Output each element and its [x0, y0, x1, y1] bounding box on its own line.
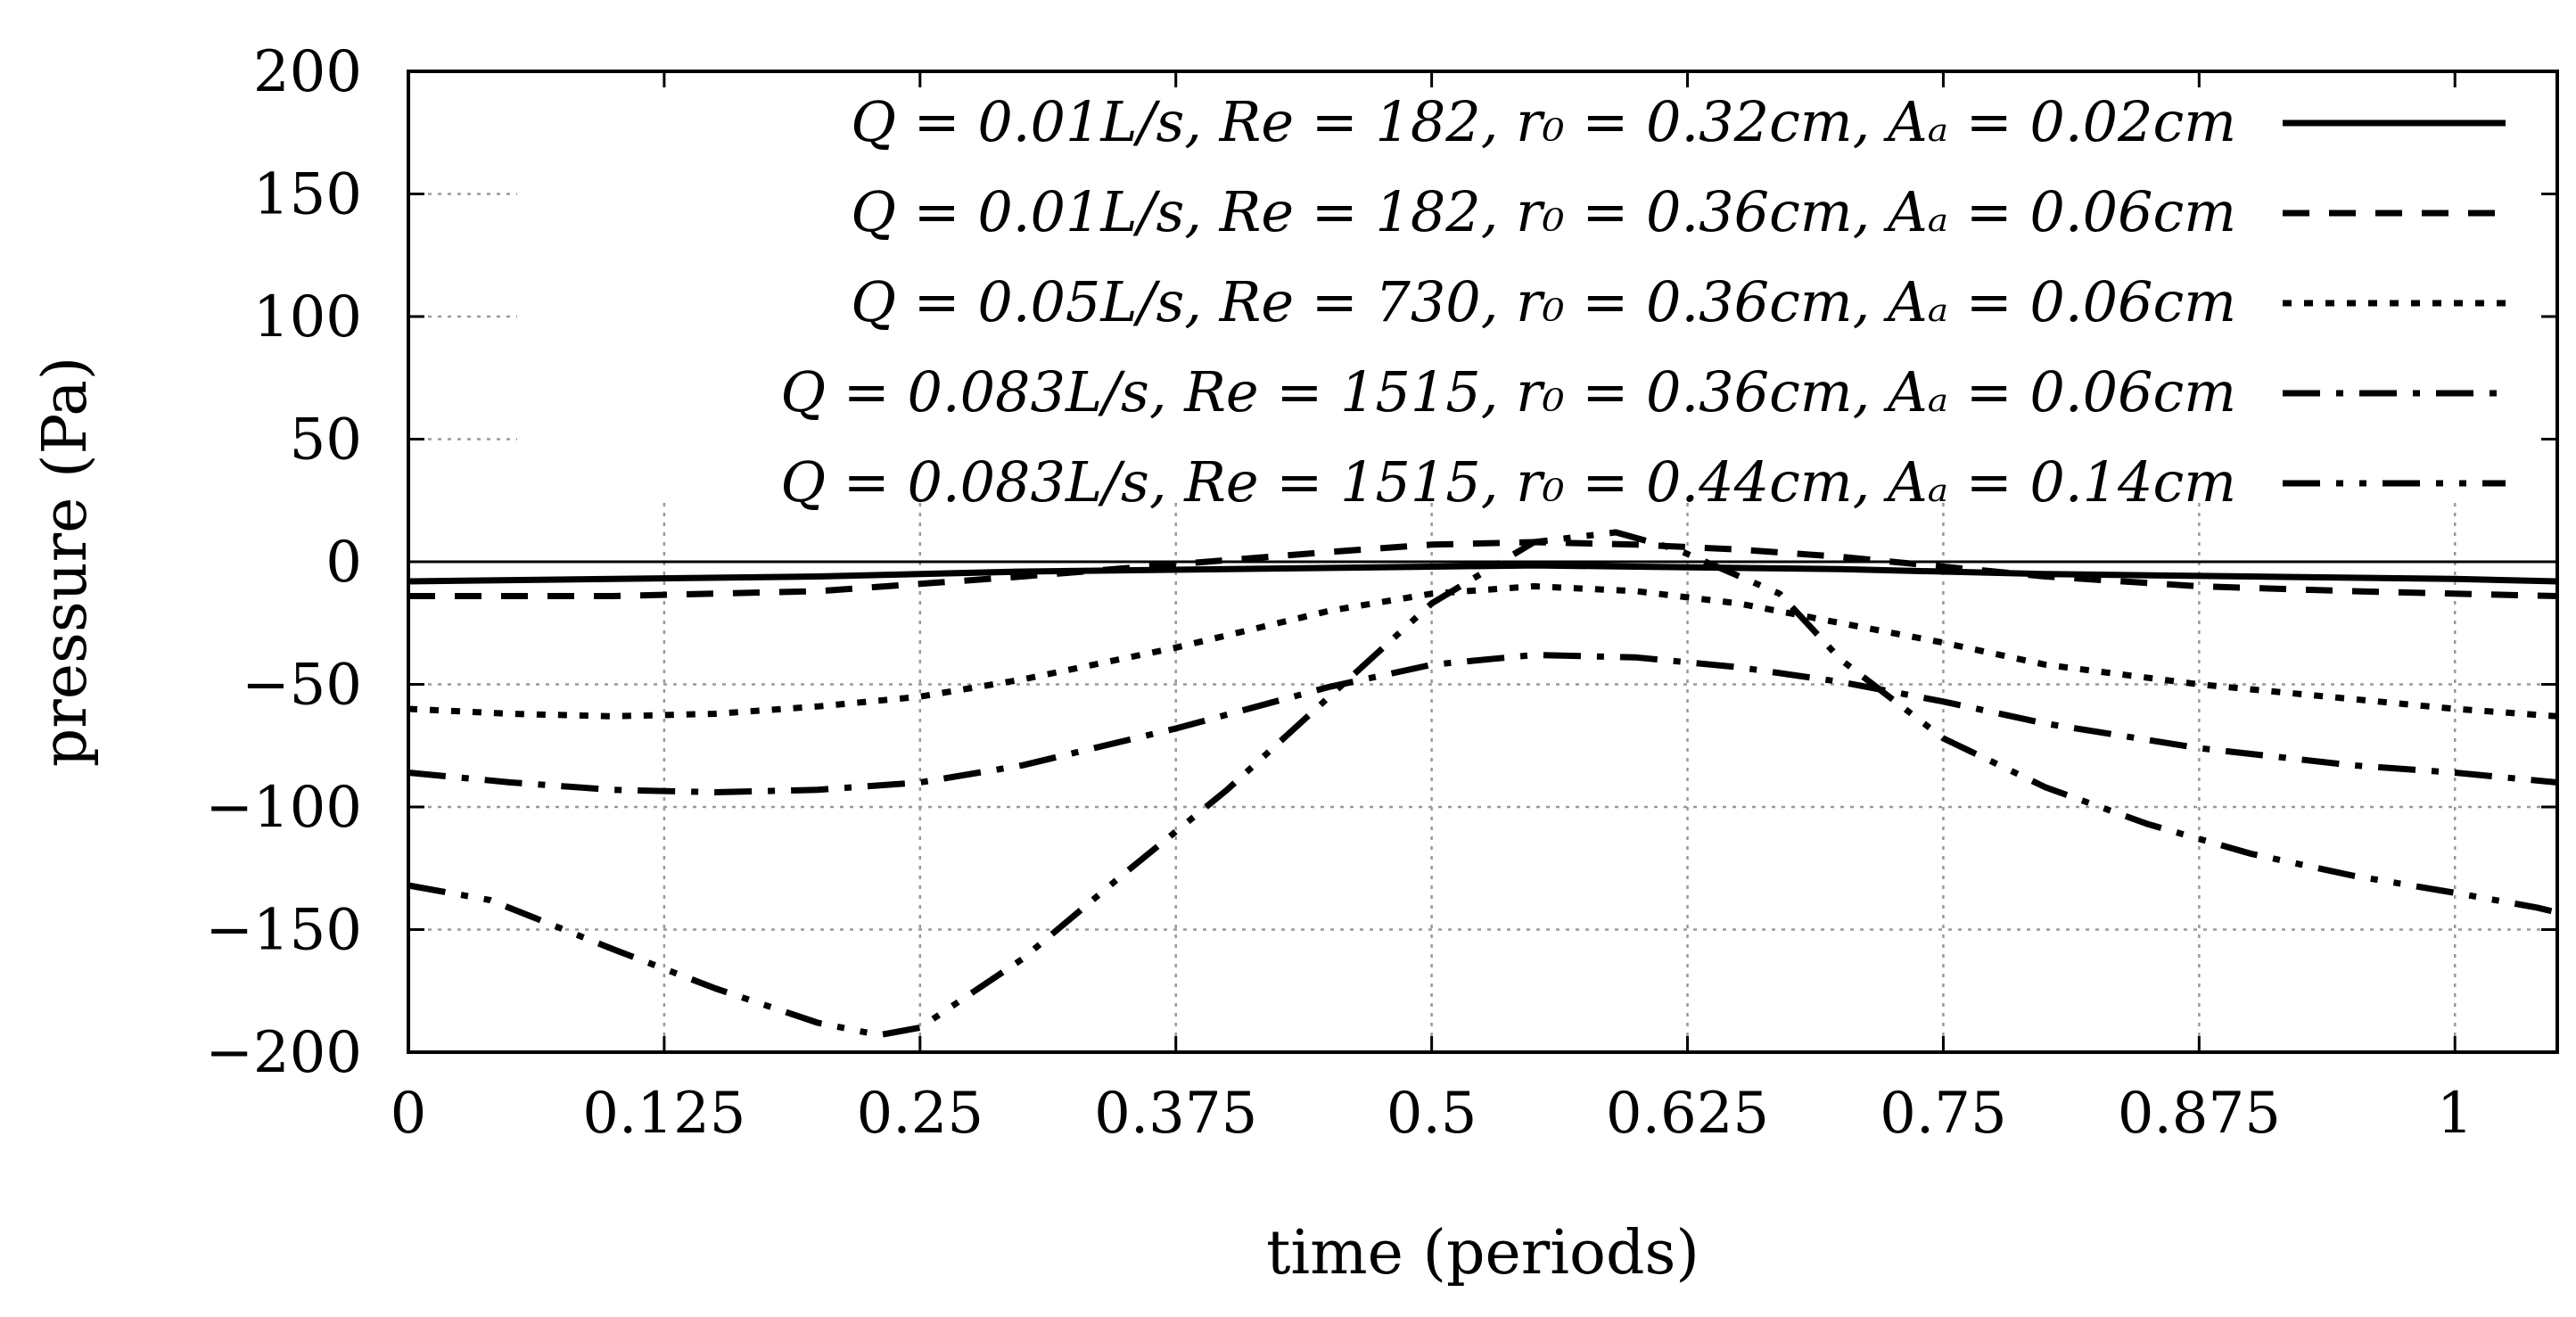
x-tick-label: 0.625 [1606, 1081, 1769, 1147]
series-line-5 [407, 529, 2558, 1039]
y-tick-label: 150 [253, 162, 362, 228]
x-tick-label: 0.75 [1880, 1081, 2007, 1147]
y-tick-label: −100 [205, 775, 362, 841]
x-tick-label: 0.875 [2118, 1081, 2281, 1147]
x-tick-label: 0.125 [582, 1081, 745, 1147]
legend-label-2: Q = 0.01L/s, Re = 182, r₀ = 0.36cm, Aₐ =… [851, 179, 2236, 244]
y-tick-label: −50 [242, 653, 362, 719]
legend-label-3: Q = 0.05L/s, Re = 730, r₀ = 0.36cm, Aₐ =… [851, 269, 2236, 334]
x-tick-label: 1 [2437, 1081, 2473, 1147]
x-tick-label: 0.375 [1094, 1081, 1257, 1147]
y-axis-title: pressure (Pa) [30, 357, 101, 768]
legend-label-1: Q = 0.01L/s, Re = 182, r₀ = 0.32cm, Aₐ =… [851, 89, 2236, 154]
legend-label-4: Q = 0.083L/s, Re = 1515, r₀ = 0.36cm, Aₐ… [780, 359, 2236, 424]
series-line-4 [407, 652, 2558, 795]
y-tick-label: −150 [205, 898, 362, 964]
y-tick-label: 100 [253, 284, 362, 350]
y-tick-label: 0 [325, 530, 362, 596]
legend: Q = 0.01L/s, Re = 182, r₀ = 0.32cm, Aₐ =… [780, 89, 2506, 514]
axis-ticks: 0 0.125 0.25 0.375 0.5 0.625 0.75 0.875 1 200 150 1… [205, 39, 2557, 1147]
x-tick-label: 0.5 [1387, 1081, 1477, 1147]
x-axis-title: time (periods) [1266, 1218, 1700, 1288]
y-tick-label: −200 [205, 1020, 362, 1086]
x-tick-label: 0 [391, 1081, 427, 1147]
grid-lines [408, 71, 2557, 1052]
legend-background [517, 89, 2550, 499]
y-tick-label: 50 [290, 407, 362, 473]
series-lines [407, 529, 2558, 1039]
series-line-1 [407, 562, 2558, 585]
x-tick-label: 0.25 [857, 1081, 984, 1147]
y-tick-label: 200 [253, 39, 362, 105]
legend-label-5: Q = 0.083L/s, Re = 1515, r₀ = 0.44cm, Aₐ… [780, 449, 2236, 514]
series-line-3 [407, 583, 2558, 720]
